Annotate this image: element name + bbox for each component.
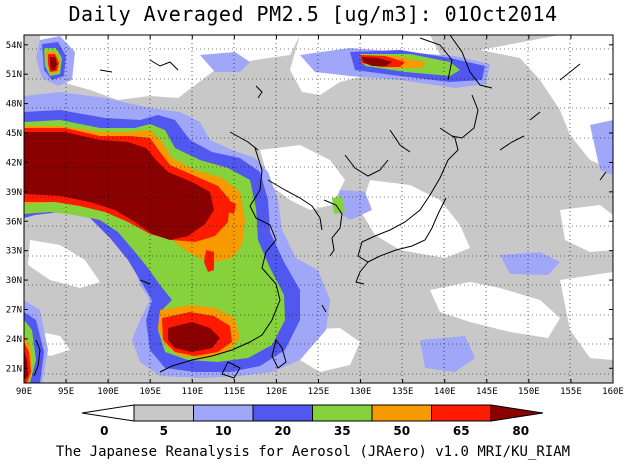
lat-tick-label: 33N: [6, 247, 22, 257]
colorbar-label: 10: [215, 424, 232, 438]
colorbar-cell: [490, 404, 544, 422]
lon-tick-label: 145E: [476, 387, 498, 397]
colorbar-cell: [193, 404, 254, 422]
colorbar-label: 35: [334, 424, 351, 438]
lon-tick-label: 95E: [58, 387, 74, 397]
lon-tick-label: 135E: [392, 387, 414, 397]
lon-tick-label: 105E: [139, 387, 161, 397]
colorbar-cell: [252, 404, 313, 422]
lon-tick-label: 115E: [224, 387, 246, 397]
colorbar: 0 5 10 20 35 50 65 80: [81, 404, 544, 438]
colorbar-label: 0: [100, 424, 108, 438]
lon-tick-label: 110E: [181, 387, 203, 397]
lon-tick-label: 140E: [434, 387, 456, 397]
lon-tick-label: 125E: [308, 387, 330, 397]
colorbar-label: 5: [160, 424, 168, 438]
lat-tick-label: 36N: [6, 217, 22, 227]
colorbar-label: 80: [512, 424, 529, 438]
colorbar-label: 65: [453, 424, 470, 438]
map-title: Daily Averaged PM2.5 [ug/m3]: 01Oct2014: [68, 2, 558, 26]
pm25-contours: [24, 35, 613, 383]
lon-tick-label: 160E: [602, 387, 624, 397]
lat-tick-label: 54N: [6, 41, 22, 51]
lat-tick-label: 30N: [6, 276, 22, 286]
colorbar-cell: [81, 404, 135, 422]
colorbar-cell: [431, 404, 492, 422]
colorbar-label: 20: [274, 424, 291, 438]
lon-tick-label: 90E: [16, 387, 32, 397]
lat-tick-label: 48N: [6, 100, 22, 110]
colorbar-cell: [312, 404, 373, 422]
lon-tick-label: 150E: [518, 387, 540, 397]
lon-tick-label: 130E: [350, 387, 372, 397]
lon-tick-label: 100E: [97, 387, 119, 397]
lat-tick-label: 39N: [6, 188, 22, 198]
lat-tick-label: 27N: [6, 305, 22, 315]
lat-tick-label: 24N: [6, 335, 22, 345]
colorbar-cell: [133, 404, 194, 422]
lat-tick-label: 21N: [6, 364, 22, 374]
lat-tick-label: 42N: [6, 158, 22, 168]
coastlines: [33, 35, 607, 379]
credit-line: The Japanese Reanalysis for Aerosol (JRA…: [55, 444, 571, 460]
lon-tick-label: 155E: [560, 387, 582, 397]
colorbar-label: 50: [393, 424, 410, 438]
lon-tick-label: 120E: [266, 387, 288, 397]
lat-tick-label: 45N: [6, 129, 22, 139]
colorbar-cell: [371, 404, 432, 422]
lat-tick-label: 51N: [6, 70, 22, 80]
